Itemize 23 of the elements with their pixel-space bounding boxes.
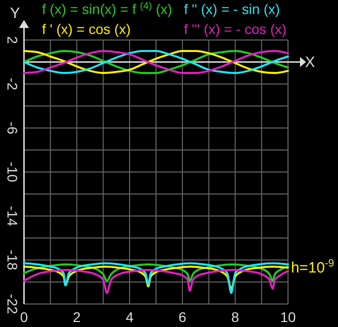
y-tick-label: -10 <box>4 162 20 182</box>
y-tick-label: -2 <box>4 78 20 90</box>
y-tick-label: -18 <box>4 250 20 270</box>
line-series <box>23 50 289 74</box>
y-tick-label: -6 <box>4 122 20 134</box>
text: f (x) = sin(x) = f $^{(4)}$ (x) <box>42 0 172 17</box>
series-label: f ''' (x) = - cos (x) <box>184 21 287 37</box>
y-axis-title: Y <box>10 5 20 22</box>
series-label: f ' (x) = cos (x) <box>42 21 131 37</box>
x-tick-label: 6 <box>178 309 186 325</box>
line-series <box>23 263 289 282</box>
x-tick-label: 0 <box>20 309 28 325</box>
x-tick-label: 10 <box>280 309 296 325</box>
y-tick-label: -22 <box>4 294 20 314</box>
y-tick-label: -14 <box>4 206 20 226</box>
x-tick-label: 2 <box>72 309 81 325</box>
x-axis-title: X <box>305 54 316 71</box>
x-tick-label: 8 <box>231 309 240 325</box>
x-tick-label: 4 <box>126 309 134 325</box>
text: f '' (x) = - sin (x) <box>184 1 280 17</box>
text: h=10$^{-9}$ <box>291 258 334 277</box>
line-series <box>23 268 289 294</box>
y-tick-label: 2 <box>4 36 20 44</box>
